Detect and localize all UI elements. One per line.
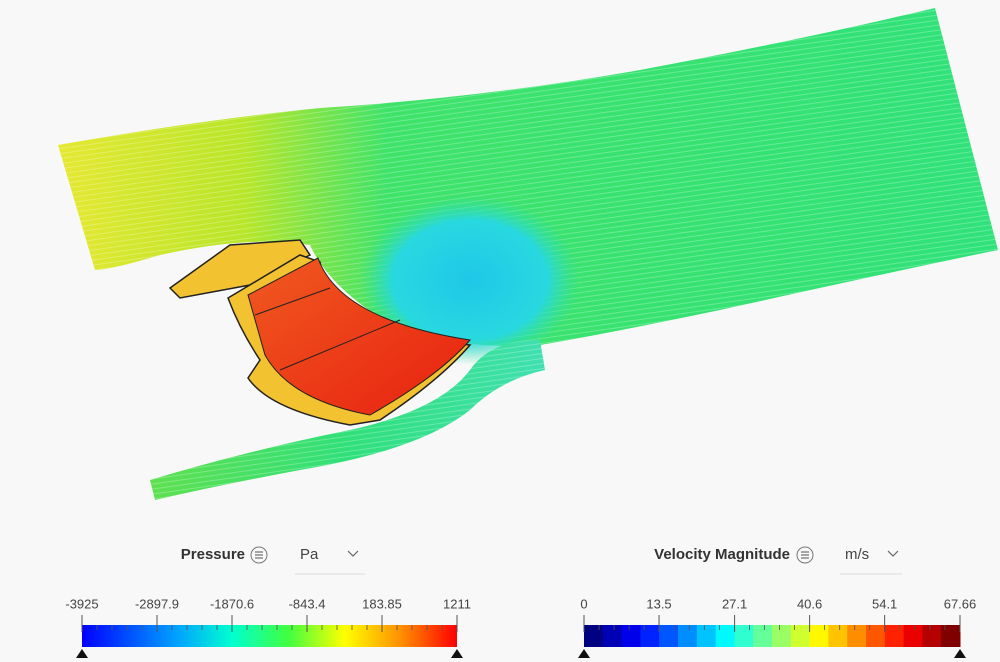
colorbar-bin bbox=[828, 625, 848, 647]
tick-label: 13.5 bbox=[646, 596, 671, 611]
colorbar-bin bbox=[734, 625, 754, 647]
colorbar-bin bbox=[847, 625, 867, 647]
flow-stripes bbox=[58, 8, 998, 346]
range-handle[interactable] bbox=[76, 649, 88, 658]
colorbar-bin bbox=[772, 625, 792, 647]
pressure-legend: Pressure Pa -3925 -2897.9 -1870.6 -843.4 183… bbox=[65, 546, 471, 658]
unit-label: Pa bbox=[300, 546, 319, 563]
colorbar-bin bbox=[809, 625, 829, 647]
flow-lower-stripes bbox=[150, 340, 545, 500]
colorbar-bin bbox=[866, 625, 886, 647]
tick-label: 54.1 bbox=[872, 596, 897, 611]
menu-button[interactable] bbox=[796, 546, 814, 564]
unit-dropdown[interactable]: Pa bbox=[295, 546, 365, 575]
tick-label: -3925 bbox=[65, 596, 98, 611]
part-edge bbox=[279, 319, 401, 371]
menu-button[interactable] bbox=[250, 546, 268, 564]
tick-label: 0 bbox=[580, 596, 587, 611]
colorbar bbox=[82, 625, 457, 647]
tick-label: 67.66 bbox=[944, 596, 977, 611]
colorbar-bin bbox=[753, 625, 773, 647]
tick-label: 183.85 bbox=[362, 596, 402, 611]
unit-dropdown[interactable]: m/s bbox=[840, 546, 902, 575]
range-handle[interactable] bbox=[954, 649, 966, 658]
colorbar-bin bbox=[640, 625, 660, 647]
velocity-legend: Velocity Magnitude m/s 0 13.5 27.1 40.6 54.1… bbox=[578, 546, 976, 658]
colorbar-bin bbox=[602, 625, 623, 647]
low-velocity-zone bbox=[360, 195, 580, 365]
colorbar-bin bbox=[922, 625, 942, 647]
range-handle[interactable] bbox=[578, 649, 590, 658]
range-handle[interactable] bbox=[451, 649, 463, 658]
colorbar-bin bbox=[678, 625, 698, 647]
colorbar bbox=[584, 625, 961, 647]
tick-label: 1211 bbox=[443, 596, 471, 611]
colorbar-bin bbox=[790, 625, 811, 647]
part-tab bbox=[168, 239, 312, 299]
colorbar-bin bbox=[884, 625, 905, 647]
simulation-view bbox=[58, 8, 998, 500]
tick-label: 40.6 bbox=[797, 596, 822, 611]
legend-title: Pressure bbox=[181, 546, 245, 563]
colorbar-bin bbox=[696, 625, 717, 647]
colorbar-bin bbox=[715, 625, 735, 647]
tick-label: -843.4 bbox=[289, 596, 326, 611]
unit-label: m/s bbox=[845, 546, 869, 563]
part-edge bbox=[254, 287, 331, 316]
tick-label: 27.1 bbox=[722, 596, 747, 611]
colorbar-bin bbox=[941, 625, 961, 647]
colorbar-bin bbox=[903, 625, 923, 647]
tick-label: -1870.6 bbox=[210, 596, 254, 611]
legend-title: Velocity Magnitude bbox=[654, 546, 790, 563]
colorbar-bin bbox=[621, 625, 641, 647]
tick-label: -2897.9 bbox=[135, 596, 179, 611]
colorbar-bin bbox=[584, 625, 604, 647]
colorbar-bin bbox=[659, 625, 679, 647]
